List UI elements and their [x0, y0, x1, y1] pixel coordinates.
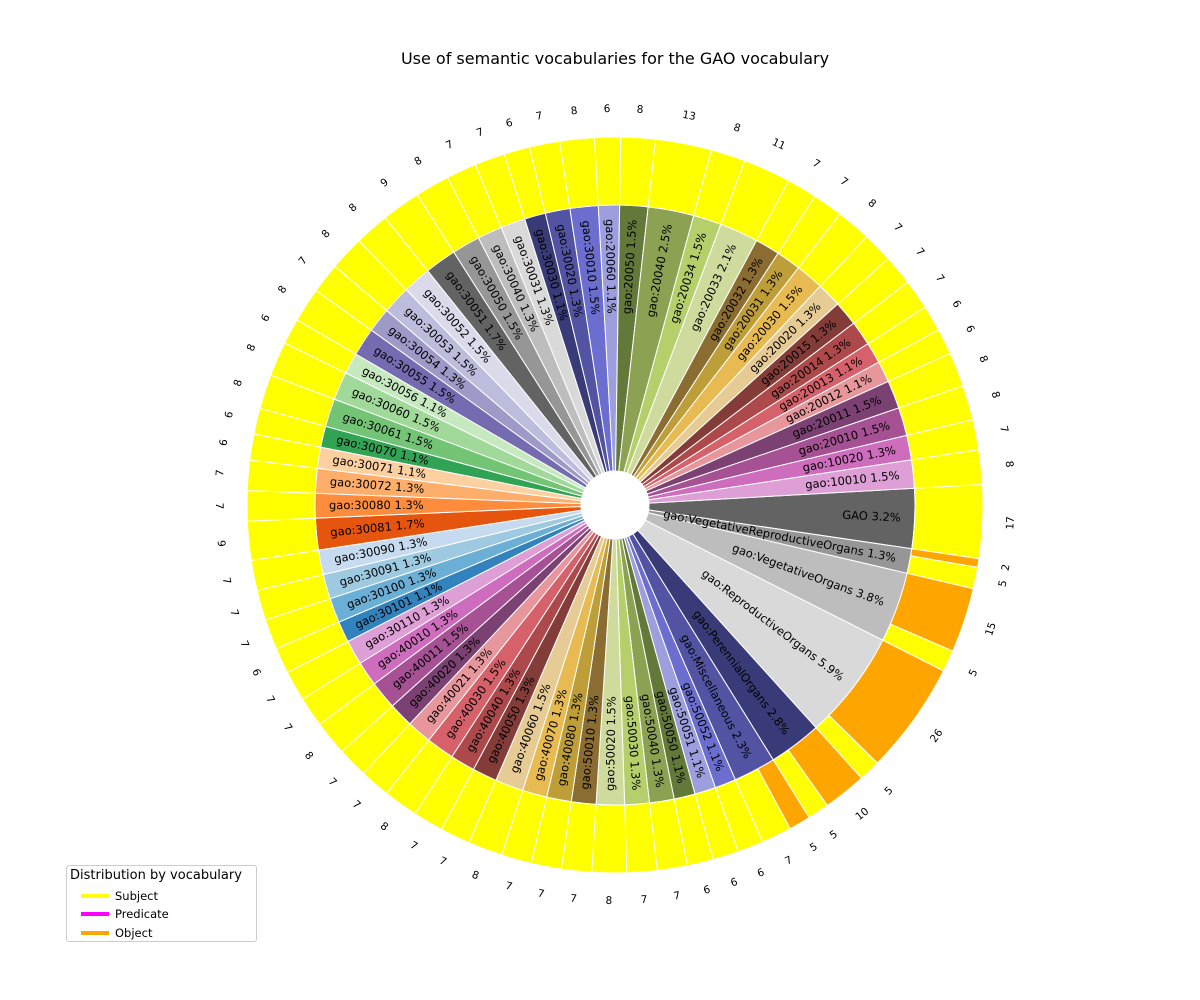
chart-title: Use of semantic vocabularies for the GAO…: [401, 49, 829, 68]
count-label-gao-20032-subject: 7: [810, 157, 822, 171]
count-label-gao-30030-subject: 6: [505, 117, 515, 130]
count-label-gao-10010-subject: 8: [1003, 460, 1016, 468]
legend-label-predicate: Predicate: [115, 907, 169, 921]
count-label-gao-40010-subject: 7: [281, 722, 295, 734]
count-label-gao-30010-subject: 8: [570, 105, 578, 118]
count-label-gao-20014-subject: 7: [933, 272, 947, 284]
segment-part-gao-10010-subject: [911, 449, 983, 489]
count-label-gao-20040-subject: 13: [681, 109, 696, 123]
count-label-gao-vegetativereproductiveorgans-object: 2: [1000, 563, 1013, 571]
count-label-gao-30040-subject: 7: [444, 138, 455, 152]
count-label-gao-perennialorgans-object: 10: [853, 805, 871, 823]
segment-label-gao: GAO 3.2%: [842, 508, 901, 525]
count-label-gao-40040-subject: 7: [408, 839, 420, 853]
legend: Distribution by vocabulary Subject Predi…: [66, 865, 257, 942]
count-label-gao-20050-subject: 8: [636, 104, 643, 116]
count-label-gao-30071-subject: 6: [218, 438, 231, 447]
count-label-gao-10020-subject: 7: [997, 425, 1010, 434]
count-label-gao-40011-subject: 8: [302, 750, 316, 763]
segment-label-gao-20050: gao:20050 1.5%: [620, 219, 640, 314]
count-label-gao-miscellaneous-object: 5: [808, 841, 820, 855]
count-label-gao-30051-subject: 9: [378, 176, 390, 190]
segment-part-gao-20060-subject: [593, 136, 622, 206]
count-label-gao-20030-subject: 8: [865, 197, 878, 210]
legend-swatch-subject: [81, 894, 109, 898]
count-label-gao-20013-subject: 6: [949, 298, 963, 310]
count-label-gao-30052-subject: 8: [347, 201, 360, 214]
count-label-gao-30072-subject: 7: [214, 469, 227, 477]
segment-label-gao-50030: gao:50030 1.3%: [623, 695, 644, 791]
count-label-gao-20011-subject: 8: [976, 354, 990, 365]
count-label-gao-30061-subject: 8: [232, 378, 245, 388]
count-label-gao-30070-subject: 6: [223, 410, 236, 420]
count-label-gao-30100-subject: 7: [237, 639, 251, 649]
count-label-gao-50052-subject: 6: [756, 866, 767, 880]
segment-part-gao-30080-subject: [246, 490, 316, 522]
segment-part-gao-50020-subject: [591, 803, 628, 874]
count-label-gao-30054-subject: 7: [296, 255, 310, 268]
center-hole: [581, 471, 649, 539]
legend-label-subject: Subject: [115, 889, 158, 903]
count-label-gao-vegetativereproductiveorgans-subject: 5: [997, 579, 1010, 588]
legend-title: Distribution by vocabulary: [70, 868, 242, 883]
legend-swatch-predicate: [81, 912, 109, 916]
legend-item-subject: Subject: [81, 888, 158, 904]
count-label-gao-30055-subject: 8: [276, 284, 290, 296]
count-label-gao-20034-subject: 8: [732, 122, 742, 135]
count-label-gao-20010-subject: 8: [989, 390, 1002, 400]
count-label-gao-30080-subject: 7: [213, 503, 225, 510]
count-label-gao-vegetativeorgans-subject: 5: [967, 667, 981, 678]
count-label-gao-30101-subject: 6: [249, 667, 263, 678]
count-label-gao-20012-subject: 6: [963, 323, 977, 335]
count-label-gao-30050-subject: 8: [412, 154, 424, 168]
legend-swatch-object: [81, 931, 109, 935]
count-label-gao-40050-subject: 7: [437, 855, 448, 869]
count-label-gao-30110-subject: 7: [263, 694, 277, 706]
count-label-gao-20015-subject: 7: [913, 246, 927, 259]
count-label-gao-40020-subject: 7: [326, 776, 339, 789]
count-label-gao-50020-subject: 8: [605, 895, 612, 907]
count-label-gao-30090-subject: 7: [220, 576, 233, 585]
count-label-gao-20020-subject: 7: [891, 221, 904, 234]
count-label-gao-30060-subject: 8: [245, 342, 259, 353]
legend-item-predicate: Predicate: [81, 906, 169, 922]
count-label-gao-40021-subject: 7: [350, 798, 363, 811]
inner-ring: [314, 204, 916, 806]
count-label-gao-30020-subject: 7: [535, 110, 544, 123]
count-label-gao-40030-subject: 8: [378, 820, 390, 834]
count-label-gao-20060-subject: 6: [604, 103, 611, 115]
count-label-gao-30081-subject: 9: [215, 540, 228, 548]
outer-ring: [246, 136, 984, 874]
count-label-gao-50010-subject: 7: [570, 893, 578, 906]
segment-part-gao-subject: [911, 483, 984, 560]
count-label-gao-20031-subject: 7: [838, 175, 850, 189]
count-label-gao-40060-subject: 8: [470, 869, 480, 883]
count-label-gao-20033-subject: 11: [770, 136, 787, 152]
count-label-gao-vegetativeorgans-object: 15: [983, 621, 999, 637]
count-label-gao-30056-subject: 6: [259, 312, 273, 324]
count-label-gao-subject: 17: [1004, 516, 1017, 530]
count-label-gao-reproductiveorgans-object: 26: [928, 727, 946, 745]
legend-label-object: Object: [115, 926, 153, 940]
count-label-gao-50030-subject: 7: [640, 894, 648, 906]
count-label-gao-50051-subject: 6: [729, 876, 739, 890]
count-label-gao-perennialorgans-subject: 5: [828, 828, 840, 842]
count-label-gao-30053-subject: 8: [319, 228, 332, 241]
count-label-gao-50050-subject: 6: [702, 883, 712, 896]
legend-item-object: Object: [81, 925, 153, 941]
segment-label-gao-20060: gao:20060 1.1%: [603, 219, 619, 314]
segment-label-gao-50020: gao:50020 1.5%: [603, 696, 618, 791]
count-label-gao-30091-subject: 7: [227, 608, 240, 618]
count-label-gao-miscellaneous-subject: 7: [783, 854, 794, 868]
count-label-gao-40070-subject: 7: [504, 880, 514, 893]
count-label-gao-30031-subject: 7: [475, 126, 485, 140]
segment-label-gao-30080: gao:30080 1.3%: [329, 498, 424, 512]
count-label-gao-reproductiveorgans-subject: 5: [882, 784, 895, 797]
count-label-gao-40080-subject: 7: [537, 887, 546, 900]
count-label-gao-50040-subject: 7: [673, 890, 681, 903]
